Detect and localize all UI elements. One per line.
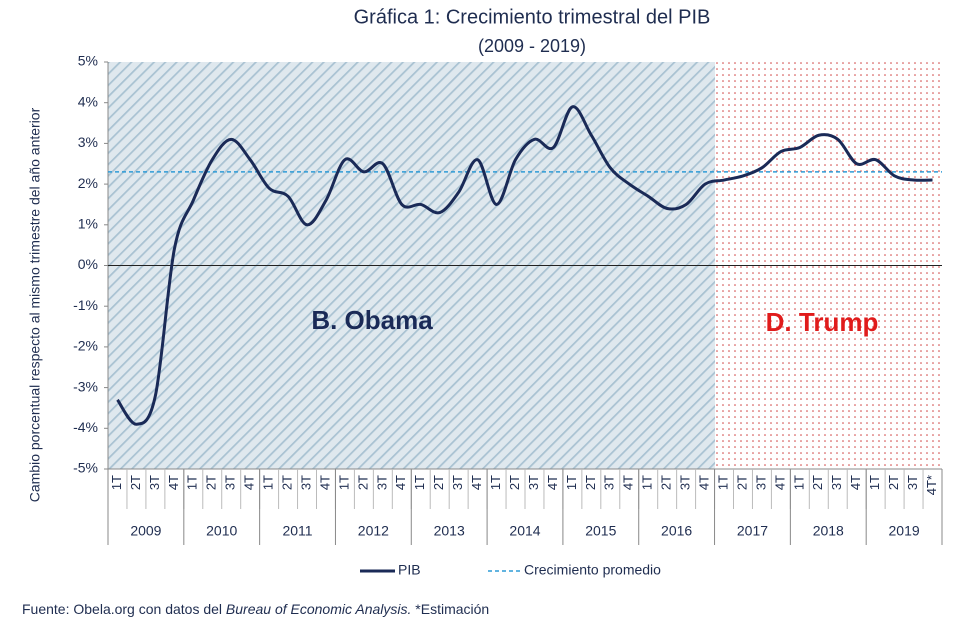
x-tick-label: 2T — [886, 475, 901, 490]
x-tick-label: 2T — [280, 475, 295, 490]
x-tick-label: 1T — [640, 475, 655, 490]
y-tick-label: 2% — [78, 175, 98, 191]
x-tick-label: 3T — [298, 475, 313, 490]
x-tick-label: 1T — [336, 475, 351, 490]
year-label: 2016 — [661, 523, 692, 539]
legend-label: Crecimiento promedio — [524, 562, 661, 578]
x-tick-label: 3T — [147, 475, 162, 490]
chart-subtitle: (2009 - 2019) — [478, 36, 586, 56]
x-tick-label: 1T — [867, 475, 882, 490]
x-tick-label: 4T* — [924, 475, 939, 495]
y-tick-label: 1% — [78, 216, 98, 232]
data-line — [116, 105, 933, 426]
year-label: 2017 — [737, 523, 768, 539]
x-tick-label: 3T — [678, 475, 693, 490]
x-tick-label: 2T — [204, 475, 219, 490]
x-tick-label: 2T — [355, 475, 370, 490]
y-tick-label: 4% — [78, 93, 98, 109]
x-tick-label: 2T — [431, 475, 446, 490]
source-text: *Estimación — [411, 601, 489, 617]
x-tick-label: 2T — [128, 475, 143, 490]
x-tick-label: 4T — [393, 475, 408, 490]
x-tick-label: 3T — [602, 475, 617, 490]
y-tick-label: 5% — [78, 53, 98, 69]
y-tick-label: 3% — [78, 134, 98, 150]
source-text: Bureau of Economic Analysis. — [226, 601, 411, 617]
y-axis-label: Cambio porcentual respecto al mismo trim… — [27, 107, 43, 502]
x-tick-label: 4T — [469, 475, 484, 490]
x-tick-label: 4T — [166, 475, 181, 490]
x-tick-label: 3T — [829, 475, 844, 490]
x-tick-label: 1T — [791, 475, 806, 490]
legend-label: PIB — [398, 562, 421, 578]
x-tick-label: 4T — [545, 475, 560, 490]
year-label: 2015 — [585, 523, 616, 539]
chart-title: Gráfica 1: Crecimiento trimestral del PI… — [354, 6, 711, 28]
annotation: D. Trump — [766, 307, 879, 337]
year-label: 2012 — [358, 523, 389, 539]
x-tick-label: 2T — [659, 475, 674, 490]
x-tick-label: 3T — [526, 475, 541, 490]
x-tick-label: 4T — [848, 475, 863, 490]
year-label: 2018 — [813, 523, 844, 539]
x-tick-label: 3T — [753, 475, 768, 490]
year-label: 2009 — [130, 523, 161, 539]
year-label: 2019 — [889, 523, 920, 539]
x-tick-label: 2T — [507, 475, 522, 490]
x-tick-label: 4T — [697, 475, 712, 490]
x-tick-label: 4T — [772, 475, 787, 490]
x-tick-label: 1T — [261, 475, 276, 490]
year-label: 2011 — [282, 523, 312, 539]
y-tick-label: -5% — [73, 460, 98, 476]
x-tick-label: 4T — [242, 475, 257, 490]
x-tick-label: 4T — [317, 475, 332, 490]
y-tick-label: -3% — [73, 378, 98, 394]
y-tick-label: -1% — [73, 297, 98, 313]
x-tick-label: 3T — [374, 475, 389, 490]
y-tick-label: -4% — [73, 419, 98, 435]
x-tick-label: 1T — [412, 475, 427, 490]
x-tick-label: 1T — [185, 475, 200, 490]
year-label: 2014 — [509, 523, 540, 539]
y-tick-label: 0% — [78, 256, 98, 272]
x-tick-label: 2T — [734, 475, 749, 490]
x-tick-label: 2T — [810, 475, 825, 490]
x-tick-label: 2T — [583, 475, 598, 490]
x-tick-label: 4T — [621, 475, 636, 490]
y-tick-label: -2% — [73, 338, 98, 354]
x-tick-label: 3T — [223, 475, 238, 490]
x-tick-label: 3T — [450, 475, 465, 490]
year-label: 2010 — [206, 523, 237, 539]
x-tick-label: 1T — [109, 475, 124, 490]
source-text: Fuente: Obela.org con datos del — [22, 601, 226, 617]
x-tick-label: 1T — [488, 475, 503, 490]
x-tick-label: 1T — [564, 475, 579, 490]
x-tick-label: 3T — [905, 475, 920, 490]
annotation: B. Obama — [311, 305, 433, 335]
source: Fuente: Obela.org con datos del Bureau o… — [22, 601, 489, 617]
year-label: 2013 — [434, 523, 465, 539]
x-tick-label: 1T — [715, 475, 730, 490]
